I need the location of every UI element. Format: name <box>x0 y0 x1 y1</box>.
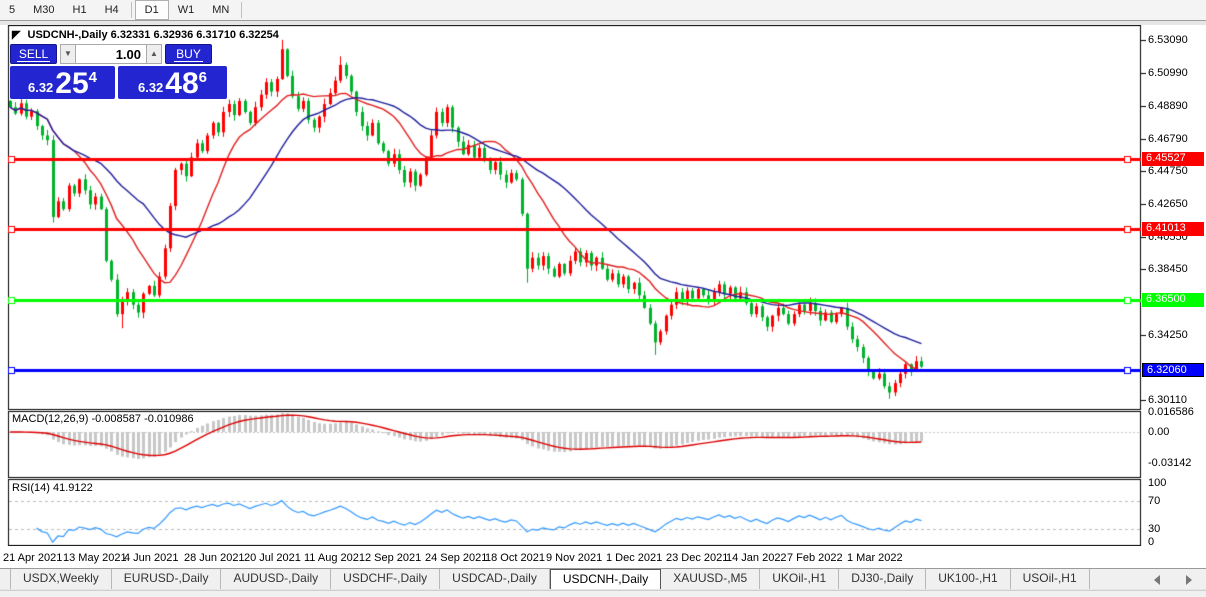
chart-title-text: USDCNH-,Daily 6.32331 6.32936 6.31710 6.… <box>27 29 279 41</box>
date-label: 23 Dec 2021 <box>666 552 729 564</box>
timeframe-button-D1[interactable]: D1 <box>134 0 169 20</box>
chart-title: ◤ USDCNH-,Daily 6.32331 6.32936 6.31710 … <box>12 28 279 41</box>
date-label: 20 Jul 2021 <box>244 552 301 564</box>
timeframe-button-H1[interactable]: H1 <box>72 4 87 16</box>
rsi-label: RSI(14) 41.9122 <box>12 482 93 494</box>
symbol-tab-bar: USDX,Weekly EURUSD-,Daily AUDUSD-,Daily USD… <box>0 568 1206 589</box>
timeframe-button-W1[interactable]: W1 <box>177 4 195 16</box>
date-label: 1 Mar 2022 <box>847 552 903 564</box>
price-level-badge: 6.36500 <box>1142 293 1204 307</box>
date-label: 4 Jun 2021 <box>124 552 179 564</box>
macd-axis-tick: 0.00 <box>1148 426 1170 438</box>
price-axis-tick: 6.30110 <box>1148 394 1187 406</box>
tab-usdx-weekly[interactable]: USDX,Weekly <box>10 569 112 589</box>
timeframe-button-5[interactable]: 5 <box>9 4 16 16</box>
tab-usdcad-daily[interactable]: USDCAD-,Daily <box>440 569 550 589</box>
price-level-badge: 6.32060 <box>1142 363 1204 377</box>
one-click-trading-panel: SELL ▼ ▲ BUY 6.32 25 4 6.32 48 6 <box>10 44 230 99</box>
timeframe-button-MN[interactable]: MN <box>212 4 230 16</box>
tab-usdcnh-daily[interactable]: USDCNH-,Daily <box>549 569 662 589</box>
chart-window: ◤ USDCNH-,Daily 6.32331 6.32936 6.31710 … <box>0 25 1206 568</box>
timeframe-button-H4[interactable]: H4 <box>104 4 119 16</box>
rsi-axis-tick: 30 <box>1148 523 1161 535</box>
price-axis-tick: 6.44750 <box>1148 165 1188 177</box>
status-strip <box>0 590 1206 597</box>
toolbar-separator <box>130 2 132 18</box>
ask-price-sup: 6 <box>198 69 208 86</box>
date-label: 13 May 2021 <box>63 552 127 564</box>
volume-input[interactable] <box>76 44 146 64</box>
tab-uk100-h1[interactable]: UK100-,H1 <box>926 569 1011 589</box>
rsi-axis-tick: 0 <box>1148 536 1155 548</box>
macd-axis-tick: -0.03142 <box>1148 457 1192 469</box>
price-level-badge: 6.41013 <box>1142 222 1204 236</box>
bid-price-panel[interactable]: 6.32 25 4 <box>10 66 115 99</box>
bid-price-small: 6.32 <box>27 80 54 95</box>
tab-dj30-daily[interactable]: DJ30-,Daily <box>839 569 927 589</box>
chart-canvas[interactable] <box>0 25 1146 546</box>
rsi-axis-tick: 70 <box>1148 495 1161 507</box>
date-label: 11 Aug 2021 <box>304 552 365 564</box>
price-axis-tick: 6.48890 <box>1148 100 1188 112</box>
timeframe-toolbar: 5 M30 H1 H4 D1 W1 MN <box>0 0 1206 21</box>
ask-price-big: 48 <box>165 67 199 100</box>
macd-axis-tick: 0.016586 <box>1148 406 1194 418</box>
toolbar-separator <box>241 2 243 18</box>
date-label: 14 Jan 2022 <box>726 552 787 564</box>
tab-scroll-left-button[interactable] <box>1154 575 1160 585</box>
bid-price-sup: 4 <box>88 69 98 86</box>
timeframe-button-M30[interactable]: M30 <box>33 4 55 16</box>
price-axis-tick: 6.42650 <box>1148 198 1188 210</box>
tab-usdchf-daily[interactable]: USDCHF-,Daily <box>331 569 441 589</box>
volume-decrease-button[interactable]: ▼ <box>60 44 76 64</box>
date-label: 9 Nov 2021 <box>546 552 603 564</box>
price-axis-tick: 6.38450 <box>1148 263 1188 275</box>
date-label: 1 Dec 2021 <box>606 552 663 564</box>
tab-eurusd-daily[interactable]: EURUSD-,Daily <box>112 569 222 589</box>
buy-button[interactable]: BUY <box>165 44 212 64</box>
ask-price-small: 6.32 <box>137 80 164 95</box>
tab-usoil-h1[interactable]: USOil-,H1 <box>1011 569 1090 589</box>
price-level-badge: 6.45527 <box>1142 152 1204 166</box>
date-label: 18 Oct 2021 <box>485 552 545 564</box>
tab-xauusd-m5[interactable]: XAUUSD-,M5 <box>661 569 761 589</box>
sell-button[interactable]: SELL <box>10 44 57 64</box>
date-label: 24 Sep 2021 <box>425 552 488 564</box>
date-label: 28 Jun 2021 <box>184 552 245 564</box>
bid-price-big: 25 <box>55 67 89 100</box>
macd-label: MACD(12,26,9) -0.008587 -0.010986 <box>12 413 194 425</box>
price-axis-tick: 6.46790 <box>1148 133 1188 145</box>
ask-price-panel[interactable]: 6.32 48 6 <box>118 66 227 99</box>
tab-audusd-daily[interactable]: AUDUSD-,Daily <box>221 569 332 589</box>
date-label: 21 Apr 2021 <box>3 552 63 564</box>
one-click-collapse-icon[interactable]: ◤ <box>12 29 21 41</box>
tab-ukoil-h1[interactable]: UKOil-,H1 <box>760 569 840 589</box>
date-label: 7 Feb 2022 <box>787 552 843 564</box>
tab-scroll-right-button[interactable] <box>1186 575 1192 585</box>
rsi-axis-tick: 100 <box>1148 477 1167 489</box>
date-label: 2 Sep 2021 <box>365 552 422 564</box>
price-axis-tick: 6.50990 <box>1148 67 1188 79</box>
price-axis-tick: 6.34250 <box>1148 329 1188 341</box>
volume-increase-button[interactable]: ▲ <box>146 44 162 64</box>
price-axis-tick: 6.53090 <box>1148 34 1188 46</box>
